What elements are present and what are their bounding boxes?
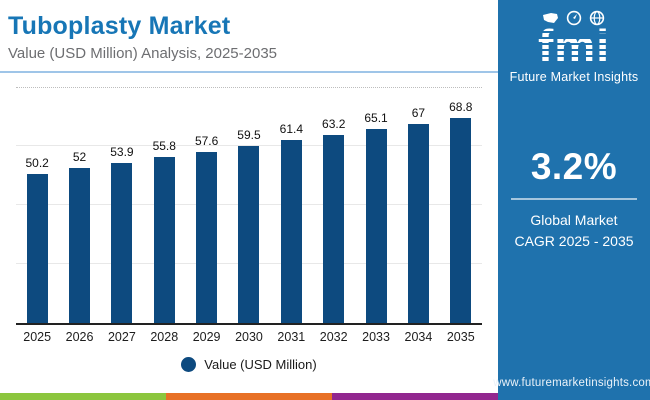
bar-column: 52 — [58, 88, 100, 323]
bar-value-label: 67 — [411, 105, 426, 120]
page-subtitle: Value (USD Million) Analysis, 2025-2035 — [8, 44, 278, 62]
bar-value-label: 53.9 — [110, 144, 134, 159]
bar — [365, 128, 387, 323]
bar-chart: 50.2 52 53.9 55.8 57.6 59.5 61.4 63.2 65.1 67 68.8… — [16, 86, 482, 344]
chart-legend: Value (USD Million) — [0, 356, 498, 372]
logo-icons — [510, 9, 639, 27]
x-axis-labels: 2025 2026 2027 2028 2029 2030 2031 2032 2033 2034… — [16, 330, 482, 344]
bar-column: 61.4 — [270, 88, 312, 323]
logo-tagline: Future Market Insights — [509, 70, 639, 84]
bar — [69, 167, 91, 323]
plot-area: 50.2 52 53.9 55.8 57.6 59.5 61.4 63.2 65.1 67 68.8 — [16, 86, 482, 325]
x-axis-label: 2034 — [404, 329, 433, 344]
chart-section: Tuboplasty Market Value (USD Million) An… — [0, 0, 498, 400]
cagr-divider — [511, 198, 637, 200]
cagr-value: 3.2% — [530, 146, 618, 187]
legend-label: Value (USD Million) — [204, 356, 317, 372]
bars-container: 50.2 52 53.9 55.8 57.6 59.5 61.4 63.2 65.1 67 68.8 — [16, 88, 482, 323]
bar-column: 68.8 — [440, 88, 482, 323]
website-url: www.futuremarketinsights.com — [493, 377, 650, 389]
bar-column: 53.9 — [101, 88, 143, 323]
cagr-caption: Global Market CAGR 2025 - 2035 — [498, 210, 650, 252]
bar-column: 65.1 — [355, 88, 397, 323]
compass-icon — [567, 10, 582, 26]
bar-column: 55.8 — [143, 88, 185, 323]
bar — [407, 123, 429, 323]
bottom-color-strip — [0, 393, 498, 400]
bar-value-label: 59.5 — [237, 127, 261, 142]
bar-column: 57.6 — [185, 88, 227, 323]
x-axis-label: 2026 — [65, 329, 94, 344]
x-axis-label: 2025 — [23, 329, 52, 344]
page-title: Tuboplasty Market — [8, 12, 231, 40]
cagr-caption-line2: CAGR 2025 - 2035 — [514, 233, 634, 249]
bar — [280, 139, 302, 323]
bar-value-label: 52 — [72, 149, 87, 164]
cagr-caption-line1: Global Market — [530, 212, 618, 228]
x-axis-label: 2031 — [277, 329, 306, 344]
x-axis-label: 2033 — [362, 329, 390, 344]
x-axis-label: 2030 — [235, 329, 263, 344]
x-axis-label: 2032 — [319, 329, 348, 344]
bar-column: 67 — [397, 88, 439, 323]
bar — [323, 134, 345, 323]
globe-icon — [590, 10, 605, 26]
x-axis-label: 2035 — [446, 329, 475, 344]
strip-purple — [332, 393, 498, 400]
fmi-wordmark-wrap: fmi — [503, 20, 645, 72]
strip-green — [0, 393, 166, 400]
bar — [111, 162, 133, 323]
x-axis-label: 2028 — [150, 329, 179, 344]
x-axis-label: 2027 — [107, 329, 136, 344]
us-map-icon — [543, 13, 559, 23]
bar-column: 59.5 — [228, 88, 270, 323]
fmi-logo: fmi Future Market Insights — [503, 9, 645, 84]
x-axis-label: 2029 — [192, 329, 221, 344]
legend-marker-icon — [181, 356, 197, 372]
header-divider — [0, 70, 498, 73]
sidebar: fmi Future Market Insights 3.2% Global M… — [493, 0, 650, 400]
bar-column: 50.2 — [16, 88, 58, 323]
bar-value-label: 50.2 — [25, 155, 49, 170]
bar — [196, 151, 218, 323]
bar-value-label: 65.1 — [364, 110, 388, 125]
strip-orange — [166, 393, 332, 400]
bar-value-label: 55.8 — [152, 138, 176, 153]
bar-value-label: 68.8 — [449, 99, 473, 114]
bar — [238, 145, 260, 323]
bar — [153, 156, 175, 323]
bar-value-label: 57.6 — [194, 133, 219, 148]
header: Tuboplasty Market Value (USD Million) An… — [0, 0, 498, 62]
fmi-wordmark: fmi — [537, 20, 610, 72]
bar — [26, 173, 48, 323]
bar-value-label: 63.2 — [322, 116, 346, 131]
bar — [450, 117, 472, 323]
bar-column: 63.2 — [313, 88, 355, 323]
bar-value-label: 61.4 — [279, 121, 304, 136]
cagr-block: 3.2% Global Market CAGR 2025 - 2035 — [498, 146, 650, 252]
